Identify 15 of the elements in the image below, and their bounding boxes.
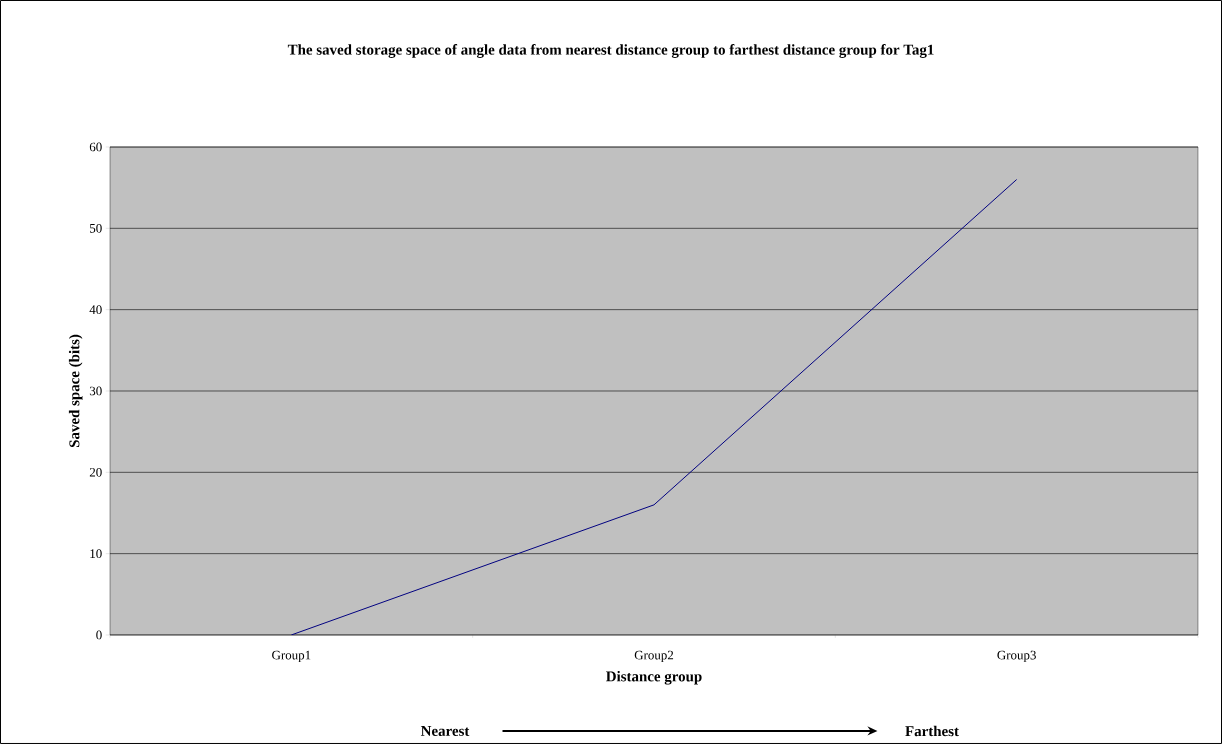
y-tick-label: 20: [89, 467, 102, 477]
y-tick-label: 40: [89, 305, 102, 315]
y-tick-label: 30: [89, 386, 102, 396]
x-tick-label: Group3: [997, 650, 1036, 663]
y-tick-label: 60: [89, 142, 102, 152]
x-tick-label: Group2: [634, 650, 674, 663]
x-axis-title: Distance group: [606, 670, 702, 685]
y-tick-label: 50: [90, 223, 102, 233]
y-tick-label: 0: [96, 630, 102, 640]
chart-title: The saved storage space of angle data from nearest distance group to farthest distance group for Tag1: [287, 44, 934, 58]
x-tick-label: Group1: [272, 650, 311, 663]
y-tick-label: 10: [90, 549, 102, 559]
text: Farthest: [905, 725, 959, 737]
text: Nearest: [420, 726, 470, 736]
y-axis-title: Saved space (bits): [68, 334, 83, 448]
